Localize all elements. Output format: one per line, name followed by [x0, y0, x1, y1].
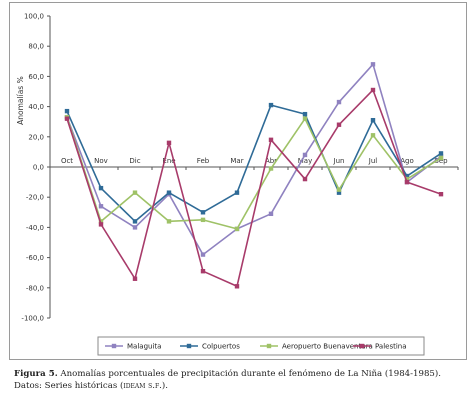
figure-label: Figura 5.: [14, 369, 58, 379]
legend-label: Malaguita: [127, 343, 161, 351]
caption-line-2: Datos: Series históricas (ideam s.f.).: [14, 381, 464, 393]
series-line: [66, 116, 442, 230]
caption-source-prefix: Datos: Series históricas (: [14, 380, 124, 391]
data-point: [438, 191, 444, 197]
data-point: [268, 166, 274, 171]
legend: Malaguita Colpuertos Aeropuerto Buenaventu…: [97, 336, 425, 356]
x-tick-label: Sep: [434, 157, 448, 165]
x-tick-label: Abr: [265, 157, 277, 165]
x-tick-label: May: [298, 157, 312, 165]
data-point: [336, 187, 342, 192]
data-point: [200, 210, 206, 215]
series-line: [66, 63, 442, 256]
x-tick-label: Nov: [94, 157, 108, 165]
data-point: [404, 173, 410, 179]
series-layer: [64, 62, 444, 289]
data-point: [302, 116, 308, 121]
x-tick-label: Oct: [61, 157, 73, 165]
caption-text: Anomalías porcentuales de precipitación …: [60, 369, 441, 379]
data-point: [268, 211, 274, 217]
data-point: [98, 204, 104, 209]
precipitation-anomaly-chart: 100,0 80,0 60,0 40,0 20,0 0,0 -20,0 -40,0 -60,0 -…: [16, 13, 459, 356]
data-point: [302, 176, 308, 182]
data-point: [200, 268, 206, 274]
y-tick-label: -100,0: [21, 315, 44, 323]
data-point: [302, 111, 308, 117]
data-point: [132, 190, 138, 195]
series-0: [64, 62, 444, 257]
data-point: [98, 222, 104, 227]
data-point: [166, 219, 172, 224]
axes: 100,0 80,0 60,0 40,0 20,0 0,0 -20,0 -40,0 -60,0 -…: [16, 13, 459, 323]
series-3: [64, 87, 444, 289]
data-point: [132, 225, 138, 230]
legend-label: Colpuertos: [202, 343, 240, 351]
series-line: [66, 89, 442, 288]
data-point: [64, 108, 70, 114]
y-tick-label: 100,0: [24, 13, 44, 21]
data-point: [438, 151, 444, 156]
x-tick-label: Mar: [230, 157, 243, 165]
legend-marker: [111, 343, 117, 349]
data-point: [336, 122, 342, 127]
caption-line-1: Figura 5. Anomalías porcentuales de prec…: [14, 369, 464, 381]
figure-caption: Figura 5. Anomalías porcentuales de prec…: [14, 369, 464, 392]
data-point: [132, 219, 138, 224]
data-point: [234, 226, 240, 232]
data-point: [200, 252, 206, 257]
legend-marker: [359, 343, 365, 349]
caption-source-suffix: ).: [161, 380, 168, 391]
x-tick-label: Jul: [368, 157, 378, 165]
data-point: [98, 219, 104, 224]
series-line: [66, 104, 442, 223]
data-point: [268, 102, 274, 108]
data-point: [336, 190, 342, 195]
legend-label: Aeropuerto Buenaventura: [282, 343, 373, 351]
x-tick-label: Ago: [400, 157, 414, 165]
caption-source: ideam s.f.: [123, 380, 162, 391]
data-point: [64, 116, 70, 121]
data-point: [370, 62, 376, 67]
y-tick-label: -40,0: [26, 224, 44, 232]
data-point: [200, 217, 206, 223]
x-tick-label: Jun: [333, 157, 345, 165]
data-point: [302, 152, 308, 158]
chart-frame: 100,0 80,0 60,0 40,0 20,0 0,0 -20,0 -40,0 -60,0 -…: [9, 2, 467, 360]
data-point: [234, 190, 240, 195]
legend-marker: [186, 343, 192, 349]
legend-label: Palestina: [375, 343, 407, 351]
y-tick-label: 40,0: [28, 103, 44, 111]
data-point: [336, 99, 342, 105]
y-tick-label: 20,0: [28, 133, 44, 141]
y-tick-label: 80,0: [28, 43, 44, 51]
y-tick-label: -20,0: [26, 194, 44, 202]
data-point: [234, 284, 240, 289]
data-point: [370, 133, 376, 138]
data-point: [166, 190, 172, 195]
x-tick-label: Dic: [129, 157, 140, 165]
y-tick-label: -80,0: [26, 284, 44, 292]
data-point: [370, 117, 376, 123]
y-axis-title: Anomalías %: [16, 76, 25, 125]
series-2: [64, 114, 444, 232]
series-1: [64, 102, 444, 224]
data-point: [166, 140, 172, 146]
data-point: [404, 176, 410, 182]
data-point: [268, 137, 274, 143]
x-tick-label: Ene: [162, 157, 175, 165]
x-tick-label: Feb: [197, 157, 210, 165]
y-tick-label: 0,0: [33, 164, 44, 172]
data-point: [404, 179, 410, 185]
legend-marker: [266, 343, 272, 349]
data-point: [370, 87, 376, 93]
data-point: [438, 155, 444, 161]
y-tick-label: -60,0: [26, 254, 44, 262]
data-point: [98, 185, 104, 191]
y-tick-label: 60,0: [28, 73, 44, 81]
data-point: [132, 276, 138, 281]
